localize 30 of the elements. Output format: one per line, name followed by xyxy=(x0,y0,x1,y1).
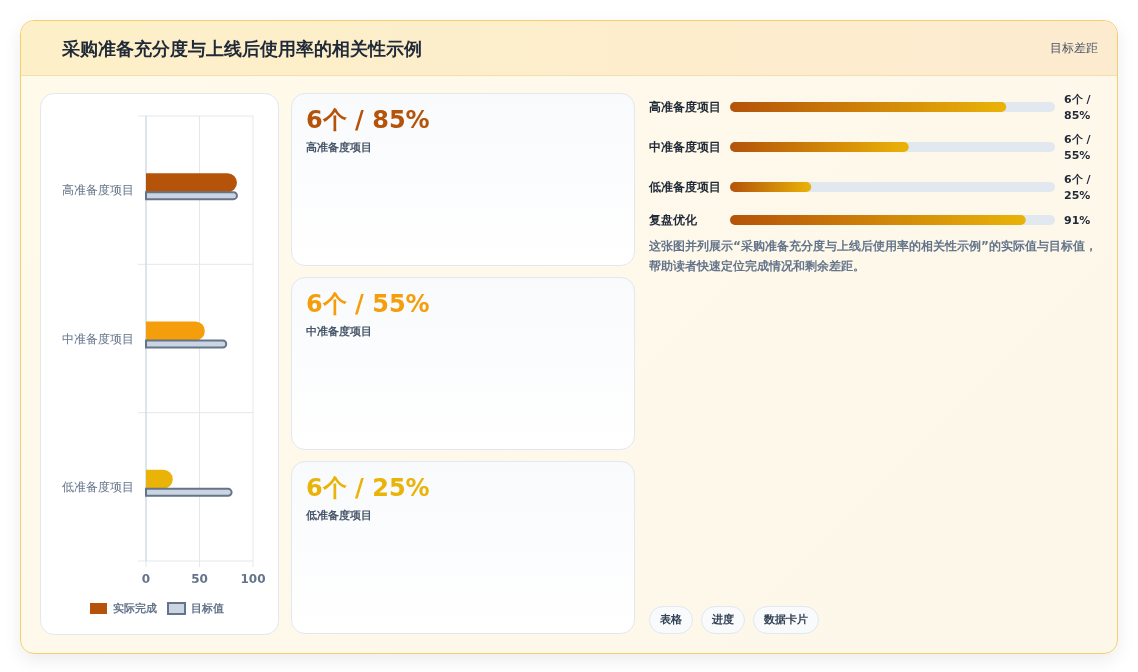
legend-label: 目标值 xyxy=(191,601,224,616)
data-label: 6个 / 85% xyxy=(1064,92,1092,124)
text: 中准备度项目 xyxy=(306,324,372,339)
text: 低准备度项目 xyxy=(306,508,372,523)
y-tick-label: 高准备度项目 xyxy=(62,182,134,200)
text: 表格 xyxy=(649,606,693,634)
y-tick-label: 复盘优化 xyxy=(649,212,697,229)
y-tick-label: 高准备度项目 xyxy=(649,99,721,116)
data-label: 6个 / 25% xyxy=(1064,172,1092,204)
data-label: 91% xyxy=(1064,213,1092,229)
y-tick-label: 低准备度项目 xyxy=(649,179,721,196)
legend-label: 实际完成 xyxy=(113,601,157,616)
y-tick-label: 低准备度项目 xyxy=(62,478,134,496)
text: 采购准备充分度与上线后使用率的相关性示例 xyxy=(62,37,422,61)
text: 数据卡片 xyxy=(753,606,819,634)
text: 进度 xyxy=(701,606,745,634)
x-tick-label: 50 xyxy=(190,572,209,586)
annotation: 这张图并列展示“采购准备充分度与上线后使用率的相关性示例”的实际值与目标值，帮助读者快速定位完成情况和剩余差距。 xyxy=(649,238,1098,275)
y-tick-label: 中准备度项目 xyxy=(62,330,134,348)
text: 6个 / 55% xyxy=(306,289,430,320)
bar xyxy=(146,173,237,193)
x-tick-label: 0 xyxy=(140,572,152,586)
y-tick-label: 中准备度项目 xyxy=(649,139,721,156)
text: 目标差距 xyxy=(1050,40,1098,57)
data-label: 6个 / 55% xyxy=(1064,132,1092,164)
text: 6个 / 85% xyxy=(306,105,430,136)
text: 6个 / 25% xyxy=(306,473,430,504)
x-tick-label: 100 xyxy=(239,572,267,586)
bar xyxy=(146,321,205,341)
text: 高准备度项目 xyxy=(306,140,372,155)
